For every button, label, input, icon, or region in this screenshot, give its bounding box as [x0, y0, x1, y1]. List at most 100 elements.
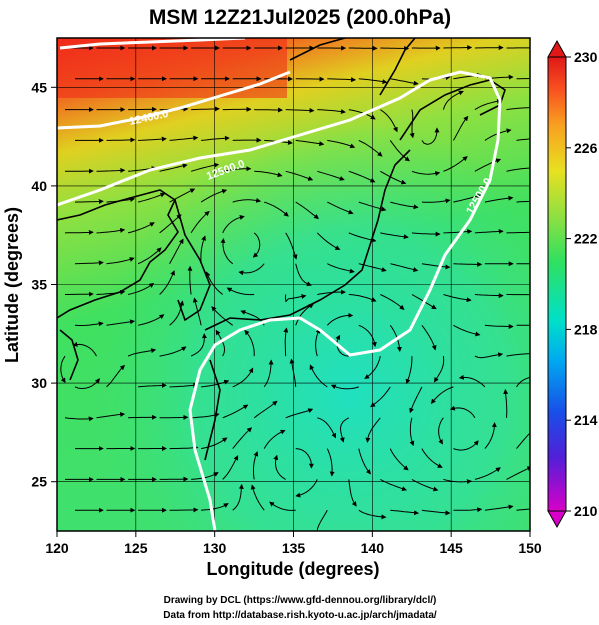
credit-data: Data from http://database.rish.kyoto-u.a… — [163, 610, 437, 621]
streamline — [348, 232, 377, 243]
streamline — [409, 417, 415, 447]
streamline — [60, 355, 66, 384]
colorbar-tick-label: 214 — [574, 412, 598, 428]
streamline — [254, 170, 283, 178]
streamline — [317, 109, 346, 114]
x-tick-label: 150 — [518, 540, 542, 556]
streamline — [169, 507, 199, 513]
coast-taiwan — [59, 329, 79, 381]
streamline — [503, 388, 509, 418]
streamline — [516, 432, 530, 449]
streamline — [390, 78, 419, 86]
streamline — [364, 355, 381, 379]
streamline — [358, 263, 387, 272]
streamline — [453, 324, 481, 337]
streamline — [339, 417, 350, 443]
x-tick-label: 125 — [124, 540, 148, 556]
streamline — [370, 386, 391, 408]
streamline — [443, 156, 468, 172]
streamline — [358, 448, 371, 475]
streamline — [409, 109, 415, 139]
streamline — [348, 170, 376, 183]
streamline — [201, 379, 230, 388]
streamline — [317, 170, 345, 181]
streamline — [222, 404, 249, 419]
streamline — [106, 137, 136, 143]
streamline — [458, 374, 486, 388]
streamline — [390, 201, 419, 210]
colorbar-tick-label: 230 — [574, 49, 598, 65]
streamline — [430, 386, 454, 405]
streamline — [283, 327, 289, 357]
streamline — [421, 509, 451, 516]
streamline — [191, 412, 220, 419]
streamline — [64, 416, 94, 422]
streamline — [421, 448, 443, 468]
streamline — [159, 414, 189, 420]
streamline — [74, 199, 104, 205]
streamline — [205, 271, 224, 295]
streamline — [232, 483, 244, 511]
page-title: MSM 12Z21Jul2025 (200.0hPa) — [149, 6, 451, 29]
contour-12500-line — [57, 70, 502, 531]
streamline — [474, 228, 504, 234]
streamline — [232, 367, 254, 388]
contour-12400-line — [57, 70, 291, 130]
streamline — [326, 448, 335, 477]
streamline — [443, 229, 473, 235]
streamline — [201, 437, 228, 450]
streamline — [295, 263, 312, 287]
streamline — [263, 429, 286, 449]
streamline — [449, 405, 476, 419]
streamline — [380, 478, 407, 492]
y-axis-label: Latitude (degrees) — [2, 207, 22, 363]
streamline — [127, 282, 155, 295]
streamline — [187, 265, 193, 295]
streamline — [285, 408, 314, 419]
y-tick-label: 35 — [31, 277, 47, 293]
streamline — [65, 291, 94, 297]
y-tick-label: 30 — [31, 375, 47, 391]
streamline — [72, 341, 97, 357]
streamline — [380, 170, 407, 185]
streamline — [358, 78, 388, 85]
streamline — [127, 222, 155, 234]
streamline — [295, 201, 319, 220]
streamline — [326, 312, 354, 326]
streamline — [358, 139, 383, 157]
streamline — [380, 109, 398, 133]
colorbar-tick-label: 210 — [574, 503, 598, 519]
streamline — [96, 289, 126, 295]
streamline — [327, 263, 355, 274]
streamline — [244, 329, 255, 357]
streamline — [254, 107, 284, 113]
y-tick-label: 25 — [31, 474, 47, 490]
streamline — [315, 328, 321, 357]
warm-core — [57, 38, 287, 98]
streamline — [250, 484, 265, 511]
streamline — [453, 193, 482, 203]
streamline — [358, 509, 387, 520]
x-tick-label: 140 — [361, 540, 385, 556]
x-tick-label: 120 — [45, 540, 69, 556]
x-axis: 120 125 130 135 140 145 150 — [45, 531, 542, 556]
streamline — [190, 210, 210, 234]
streamline — [390, 263, 419, 272]
streamline — [484, 422, 497, 449]
streamline — [252, 232, 261, 258]
streamline — [96, 227, 126, 234]
streamline — [358, 201, 387, 212]
streamline — [330, 384, 359, 390]
streamline — [74, 378, 100, 390]
colorbar-tick-label: 218 — [574, 321, 598, 337]
streamline — [284, 294, 307, 303]
streamline — [317, 289, 346, 295]
streamline — [190, 162, 220, 172]
streamline — [452, 115, 469, 141]
coast-honshu — [204, 149, 411, 331]
streamline — [74, 321, 104, 327]
colorbar: 230 226 222 218 214 210 — [547, 39, 598, 529]
streamline — [484, 195, 514, 203]
streamline — [169, 188, 196, 203]
